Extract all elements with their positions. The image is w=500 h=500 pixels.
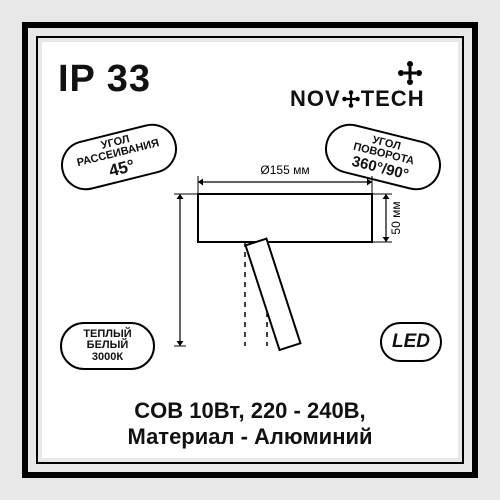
ip-rating: IP 33: [58, 58, 151, 101]
footer-specs: COB 10Вт, 220 - 240В, Материал - Алюмини…: [0, 398, 500, 450]
dimension-diagram: Ø155 мм 50 мм 140 мм: [168, 160, 402, 360]
svg-text:Ø155 мм: Ø155 мм: [260, 163, 309, 177]
brand-logo: NOV TECH: [290, 60, 425, 112]
pill-color-temp: ТЕПЛЫЙБЕЛЫЙ3000К: [60, 322, 155, 370]
brand-icon: [397, 60, 423, 86]
footer-line2: Материал - Алюминий: [127, 424, 372, 449]
brand-text: NOV TECH: [290, 86, 425, 112]
footer-line1: COB 10Вт, 220 - 240В,: [134, 398, 365, 423]
svg-text:140 мм: 140 мм: [168, 250, 171, 290]
svg-text:50 мм: 50 мм: [389, 201, 402, 234]
